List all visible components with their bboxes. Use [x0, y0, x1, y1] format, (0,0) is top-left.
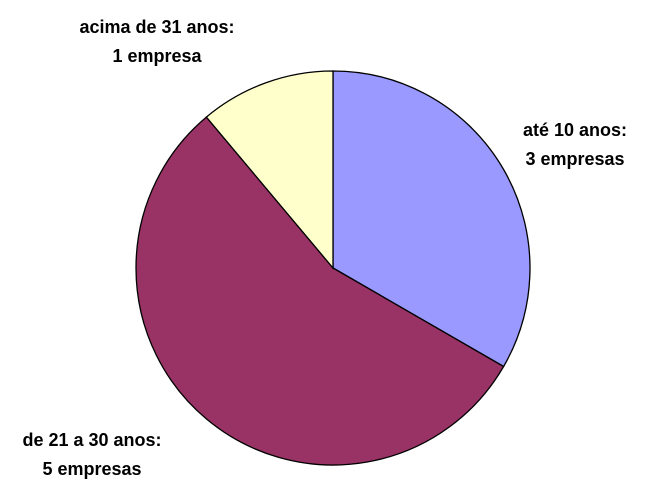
pie-slice — [135, 116, 505, 466]
slice-category-label: acima de 31 anos: — [79, 17, 234, 37]
slice-value-label: 3 empresas — [525, 149, 624, 169]
pie-slice — [205, 70, 334, 270]
slice-value-label: 5 empresas — [42, 459, 141, 479]
slice-category-label: de 21 a 30 anos: — [22, 430, 161, 450]
slice-category-label: até 10 anos: — [523, 120, 627, 140]
slice-value-label: 1 empresa — [112, 46, 202, 66]
pie-slice — [332, 70, 531, 368]
